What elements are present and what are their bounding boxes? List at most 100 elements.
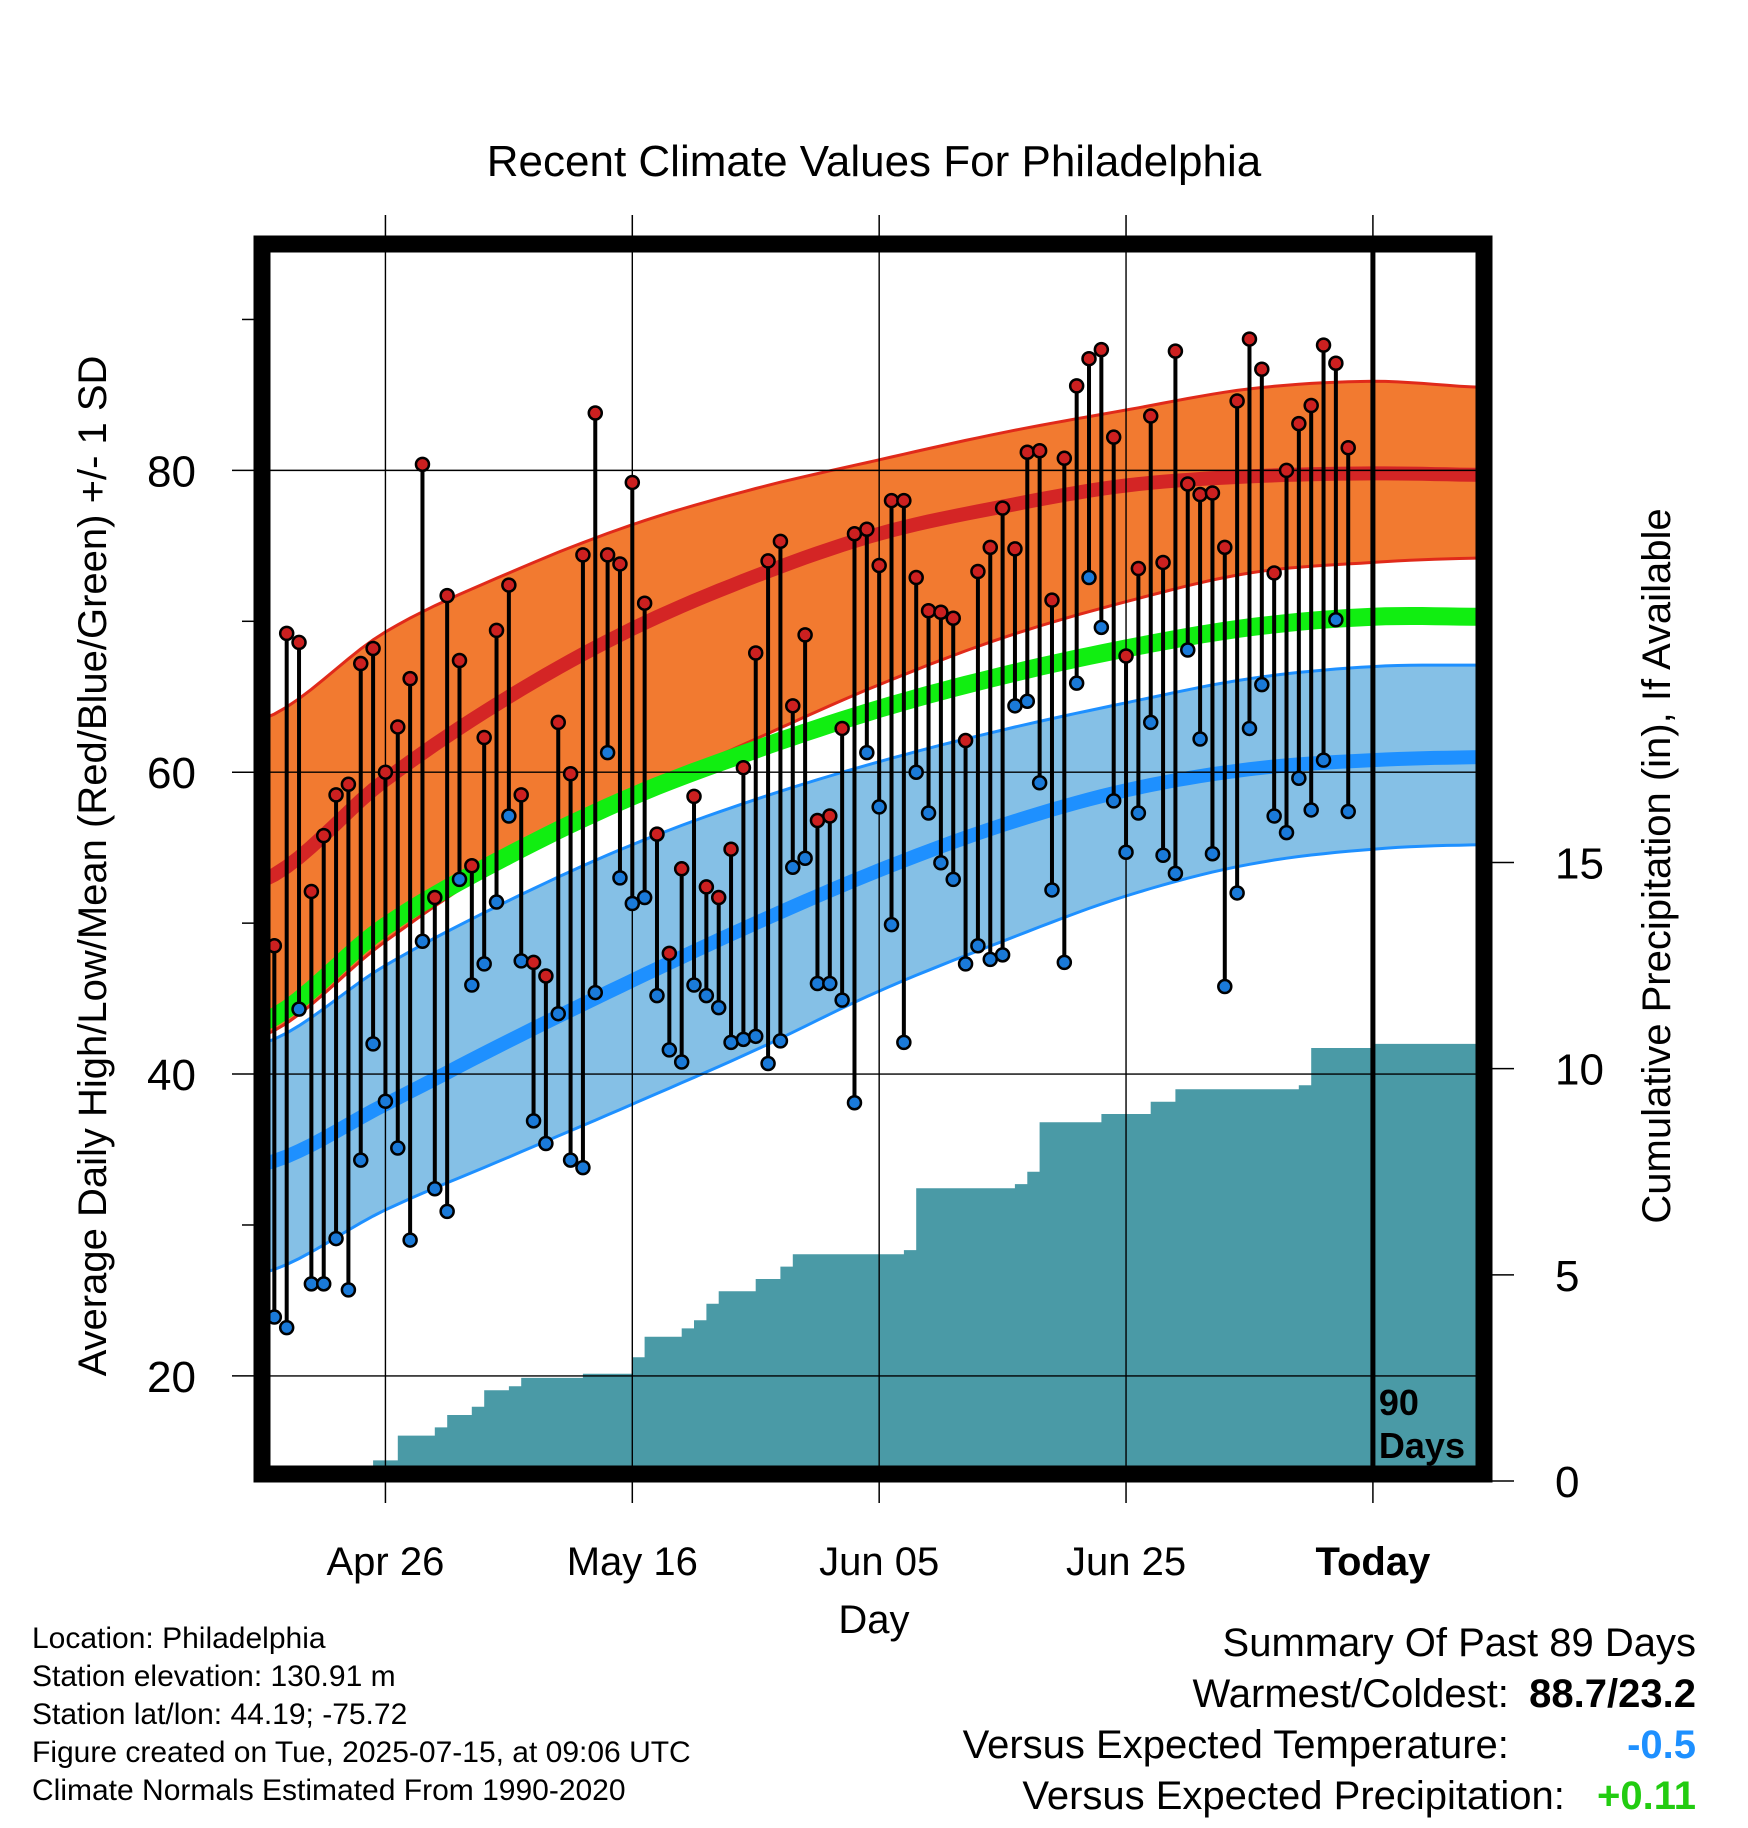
daily-high-point <box>1204 485 1221 501</box>
daily-low-point <box>451 871 468 888</box>
daily-high-point <box>1303 397 1319 414</box>
daily-low-point <box>612 870 628 886</box>
daily-low-point <box>575 1159 591 1176</box>
summary-precip: Versus Expected Precipitation: +0.11 <box>963 1771 1696 1822</box>
x-tick-label: May 16 <box>567 1540 698 1584</box>
daily-low-point <box>1192 731 1208 747</box>
daily-low-point <box>1229 885 1245 901</box>
daily-low-point <box>735 1031 752 1048</box>
daily-high-point <box>883 492 900 509</box>
daily-high-point <box>624 474 641 491</box>
daily-high-point <box>957 732 974 749</box>
high-sd-upper-edge <box>262 379 1484 721</box>
daily-low-point <box>772 1033 789 1049</box>
daily-low-point <box>464 977 480 993</box>
plot-frame <box>253 235 1493 1483</box>
daily-low-point <box>809 975 826 992</box>
x-tick-label: Jun 05 <box>819 1540 939 1584</box>
daily-low-point <box>710 999 727 1016</box>
daily-high-point <box>896 492 912 509</box>
y2-tick-label: 15 <box>1555 840 1604 889</box>
y-axis-label: Average Daily High/Low/Mean (Red/Blue/Gr… <box>71 356 115 1377</box>
latlon-text: Station lat/lon: 44.19; -75.72 <box>32 1698 408 1731</box>
daily-low-point <box>957 956 974 972</box>
daily-low-point <box>1217 978 1233 995</box>
daily-high-point <box>550 714 566 731</box>
daily-high-point <box>661 945 678 962</box>
daily-high-point <box>1056 450 1073 467</box>
daily-low-point <box>822 975 838 992</box>
low-sd-upper-edge <box>262 663 1484 1046</box>
daily-low-point <box>624 895 641 912</box>
high-sd-band <box>262 381 1484 1037</box>
daily-high-point <box>1217 539 1233 556</box>
daily-high-point <box>464 858 480 874</box>
daily-high-point <box>698 879 715 895</box>
daily-low-point <box>1093 619 1110 636</box>
plot-border <box>253 235 1493 1483</box>
daily-high-point <box>439 587 455 604</box>
daily-low-point <box>920 805 937 821</box>
daily-high-point <box>612 556 628 572</box>
daily-low-point <box>1328 612 1344 628</box>
daily-low-point <box>377 1093 394 1109</box>
daily-low-point <box>673 1054 690 1070</box>
daily-low-point <box>278 1319 295 1336</box>
daily-high-point <box>587 405 604 421</box>
x-axis-label: Day <box>838 1598 909 1642</box>
daily-low-point <box>970 938 986 954</box>
daily-low-point <box>427 1181 443 1197</box>
daily-low-point <box>933 855 949 871</box>
daily-high-point <box>525 954 542 971</box>
daily-high-point <box>1315 337 1332 353</box>
daily-low-point <box>661 1042 678 1058</box>
daily-high-point <box>303 883 320 900</box>
y-tick-label: 20 <box>147 1353 196 1402</box>
daily-high-point <box>1130 560 1147 577</box>
daily-high-point <box>538 968 554 984</box>
daily-low-point <box>1167 865 1184 882</box>
daily-high-point <box>315 827 332 844</box>
daily-high-point <box>1031 443 1048 459</box>
daily-low-point <box>1254 676 1270 693</box>
daily-low-point <box>315 1276 332 1292</box>
daily-low-point <box>501 808 517 824</box>
daily-low-point <box>587 984 604 1001</box>
daily-high-point <box>1142 408 1159 424</box>
precip-area <box>373 1043 1484 1474</box>
today-marker-line-2: Days <box>1379 1425 1465 1466</box>
daily-low-point <box>883 916 900 933</box>
daily-high-point <box>1118 648 1134 664</box>
daily-high-point <box>760 553 776 569</box>
precip-label: Versus Expected Precipitation: <box>1022 1774 1565 1818</box>
daily-high-point <box>328 787 344 803</box>
daily-high-point <box>649 826 665 842</box>
daily-high-point <box>908 569 924 586</box>
daily-low-point <box>747 1028 764 1045</box>
low-sd-lower-edge <box>262 843 1484 1275</box>
daily-high-point <box>834 720 850 737</box>
daily-high-point <box>945 610 961 627</box>
daily-high-point <box>797 627 813 643</box>
daily-low-point <box>797 850 813 866</box>
daily-low-point <box>1291 770 1307 787</box>
normals-text: Climate Normals Estimated From 1990-2020 <box>32 1774 626 1807</box>
daily-high-point <box>599 547 616 563</box>
high-mean-line <box>262 466 1484 888</box>
daily-high-point <box>1007 541 1023 557</box>
daily-high-point <box>1340 439 1356 456</box>
daily-low-point <box>1278 824 1295 841</box>
daily-low-point <box>352 1152 369 1168</box>
daily-low-point <box>896 1034 912 1051</box>
x-tick-label: Today <box>1315 1540 1431 1584</box>
daily-high-point <box>1192 486 1208 503</box>
daily-low-point <box>723 1034 739 1051</box>
y-tick-label: 80 <box>147 447 196 496</box>
daily-high-point <box>1291 415 1307 432</box>
daily-low-point <box>1068 675 1085 691</box>
daily-high-point <box>1254 361 1270 378</box>
daily-low-point <box>1007 698 1023 714</box>
daily-low-point <box>328 1230 344 1247</box>
daily-low-point <box>488 894 505 910</box>
